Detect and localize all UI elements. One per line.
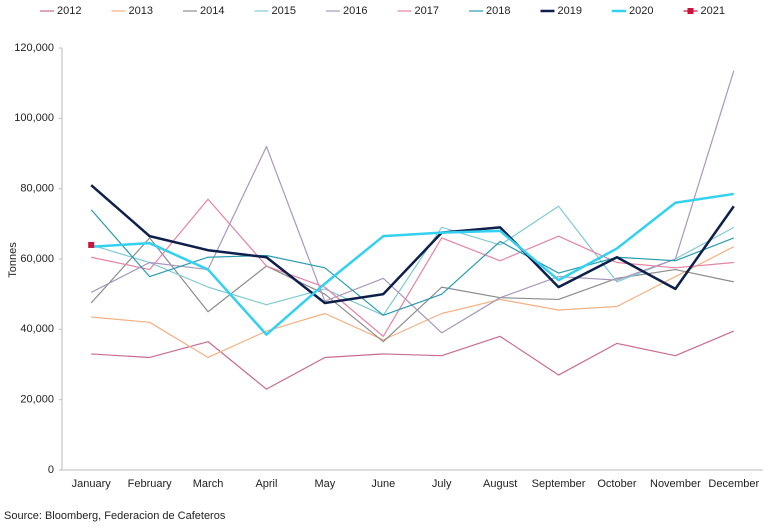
y-axis-label: Tonnes [7,242,19,278]
x-tick-label: February [128,478,173,490]
series-line [91,246,735,359]
y-tick-label: 100,000 [14,112,54,124]
legend-label: 2015 [272,5,296,17]
y-tick-label: 80,000 [20,183,54,195]
legend-label: 2016 [343,5,367,17]
legend-label: 2012 [57,5,81,17]
series-marker [88,241,95,248]
x-tick-label: September [532,478,586,490]
x-tick-label: June [371,478,395,490]
legend-label: 2014 [200,5,224,17]
legend-label: 2018 [486,5,510,17]
y-tick-label: 60,000 [20,253,54,265]
y-tick-label: 40,000 [20,323,54,335]
x-tick-label: November [650,478,701,490]
series-line [91,330,735,390]
legend-label: 2021 [701,5,725,17]
series-line [90,70,735,334]
y-tick-label: 0 [48,464,54,476]
source-note: Source: Bloomberg, Federacion de Cafeter… [4,510,226,522]
legend-label: 2019 [558,5,582,17]
x-tick-label: July [432,478,452,490]
y-tick-label: 20,000 [20,394,54,406]
x-tick-label: August [483,478,517,490]
x-tick-label: March [193,478,224,490]
x-tick-label: April [255,478,277,490]
series-line [90,184,735,305]
series-line [91,192,734,336]
series-line [91,205,735,316]
legend-marker [687,8,694,14]
x-tick-label: January [72,478,112,490]
x-tick-label: May [314,478,335,490]
x-tick-label: December [708,478,759,490]
series-line [90,209,735,316]
legend-label: 2013 [129,5,153,17]
y-tick-label: 120,000 [14,42,54,54]
legend-label: 2017 [415,5,439,17]
x-tick-label: October [597,478,636,490]
legend-label: 2020 [629,5,653,17]
